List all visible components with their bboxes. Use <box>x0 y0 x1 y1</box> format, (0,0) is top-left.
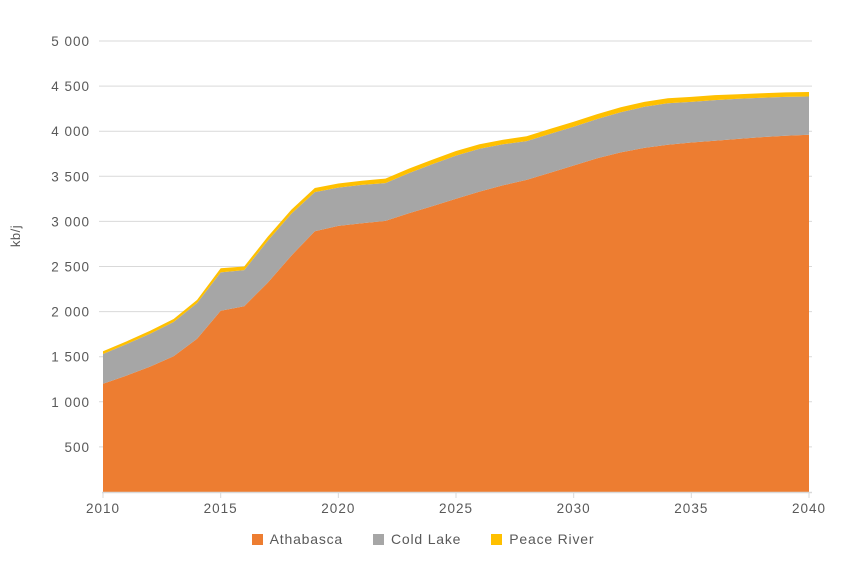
legend-swatch-icon <box>373 533 385 545</box>
y-tick-label: 2 500 <box>51 260 90 275</box>
y-tick-label: 1 500 <box>51 350 90 365</box>
x-tick-label: 2025 <box>439 501 473 516</box>
legend-label: Cold Lake <box>391 531 462 547</box>
legend-item-cold-lake: Cold Lake <box>373 531 461 547</box>
y-tick-label: 4 500 <box>51 79 90 94</box>
y-tick-label: 2 000 <box>51 305 90 320</box>
y-tick-label: 5 000 <box>51 34 90 49</box>
area-cold-lake <box>103 96 809 384</box>
y-tick-label: 4 000 <box>51 124 90 139</box>
legend-swatch-icon <box>251 533 263 545</box>
x-tick-label: 2040 <box>792 501 826 516</box>
y-tick-label: 3 000 <box>51 214 90 229</box>
y-tick-label: 3 500 <box>51 169 90 184</box>
x-tick-label: 2035 <box>674 501 708 516</box>
legend-swatch-icon <box>491 533 503 545</box>
legend: Athabasca Cold Lake Peace River <box>0 531 846 547</box>
legend-label: Athabasca <box>269 531 344 547</box>
area-athabasca <box>103 134 809 493</box>
legend-item-athabasca: Athabasca <box>251 531 344 547</box>
x-tick-label: 2020 <box>321 501 355 516</box>
legend-label: Peace River <box>509 531 595 547</box>
x-tick-label: 2015 <box>204 501 238 516</box>
x-tick-label: 2030 <box>557 501 591 516</box>
x-tick-label: 2010 <box>86 501 120 516</box>
legend-item-peace-river: Peace River <box>491 531 594 547</box>
y-tick-label: 1 000 <box>51 395 90 410</box>
y-tick-label: 500 <box>64 440 90 455</box>
